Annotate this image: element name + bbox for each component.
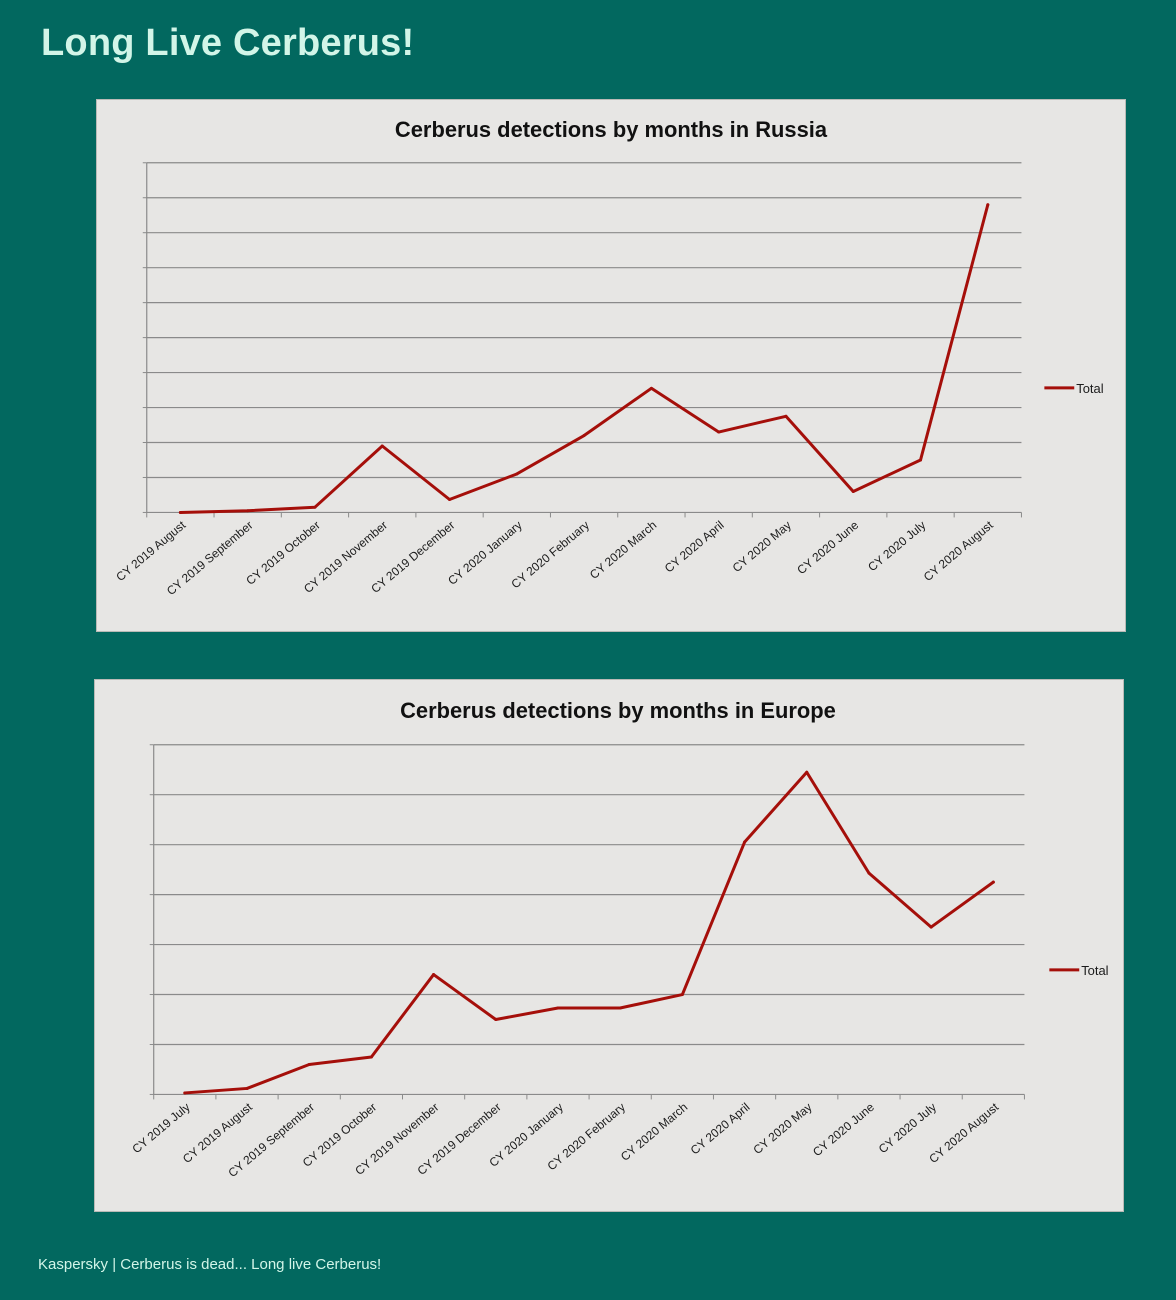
x-tick-label: CY 2020 July bbox=[865, 518, 928, 574]
data-point bbox=[680, 993, 684, 997]
data-point bbox=[515, 472, 519, 476]
data-point bbox=[582, 434, 586, 438]
chart-title: Cerberus detections by months in Europe bbox=[400, 698, 836, 723]
data-point bbox=[245, 1086, 249, 1090]
data-point bbox=[919, 458, 923, 462]
x-tick-label: CY 2019 July bbox=[129, 1100, 192, 1156]
chart-russia: Cerberus detections by months in Russia C… bbox=[113, 117, 1103, 598]
x-tick-label: CY 2020 April bbox=[688, 1100, 753, 1158]
data-point bbox=[183, 1091, 187, 1095]
x-tick-label: CY 2020 June bbox=[810, 1100, 877, 1159]
data-point bbox=[448, 498, 452, 502]
legend-label: Total bbox=[1076, 381, 1103, 396]
x-tick-label: CY 2020 August bbox=[921, 518, 996, 584]
data-point bbox=[556, 1006, 560, 1010]
chart-panel-europe: Cerberus detections by months in Europe C… bbox=[94, 679, 1124, 1212]
x-tick-label: CY 2020 April bbox=[662, 518, 727, 576]
x-tick-label: CY 2020 June bbox=[794, 518, 861, 577]
data-point bbox=[805, 770, 809, 774]
x-tick-label: CY 2020 May bbox=[730, 518, 794, 575]
x-tick-label: CY 2020 March bbox=[618, 1100, 690, 1164]
data-point bbox=[986, 203, 990, 207]
x-tick-label: CY 2020 July bbox=[876, 1100, 939, 1156]
chart-europe: Cerberus detections by months in Europe C… bbox=[129, 698, 1108, 1180]
data-point bbox=[313, 505, 317, 509]
data-point bbox=[991, 880, 995, 884]
data-point bbox=[307, 1062, 311, 1066]
series-line-total bbox=[178, 203, 990, 514]
x-tick-label: CY 2020 March bbox=[587, 518, 659, 582]
data-point bbox=[432, 973, 436, 977]
data-point bbox=[649, 386, 653, 390]
footer-caption: Kaspersky | Cerberus is dead... Long liv… bbox=[38, 1256, 382, 1273]
data-point bbox=[618, 1006, 622, 1010]
data-point bbox=[494, 1018, 498, 1022]
data-point bbox=[178, 510, 182, 514]
data-point bbox=[851, 489, 855, 493]
data-point bbox=[717, 430, 721, 434]
data-point bbox=[929, 925, 933, 929]
x-tick-label: CY 2019 August bbox=[113, 518, 188, 584]
data-point bbox=[743, 840, 747, 844]
chart-title: Cerberus detections by months in Russia bbox=[395, 117, 828, 142]
series-line-total bbox=[183, 770, 995, 1095]
data-point bbox=[369, 1055, 373, 1059]
legend-label: Total bbox=[1081, 963, 1108, 978]
data-point bbox=[380, 444, 384, 448]
data-point bbox=[246, 509, 250, 513]
data-point bbox=[784, 414, 788, 418]
data-point bbox=[867, 871, 871, 875]
page-title: Long Live Cerberus! bbox=[41, 22, 415, 64]
x-tick-label: CY 2020 May bbox=[750, 1100, 814, 1157]
chart-panel-russia: Cerberus detections by months in Russia C… bbox=[96, 99, 1126, 632]
